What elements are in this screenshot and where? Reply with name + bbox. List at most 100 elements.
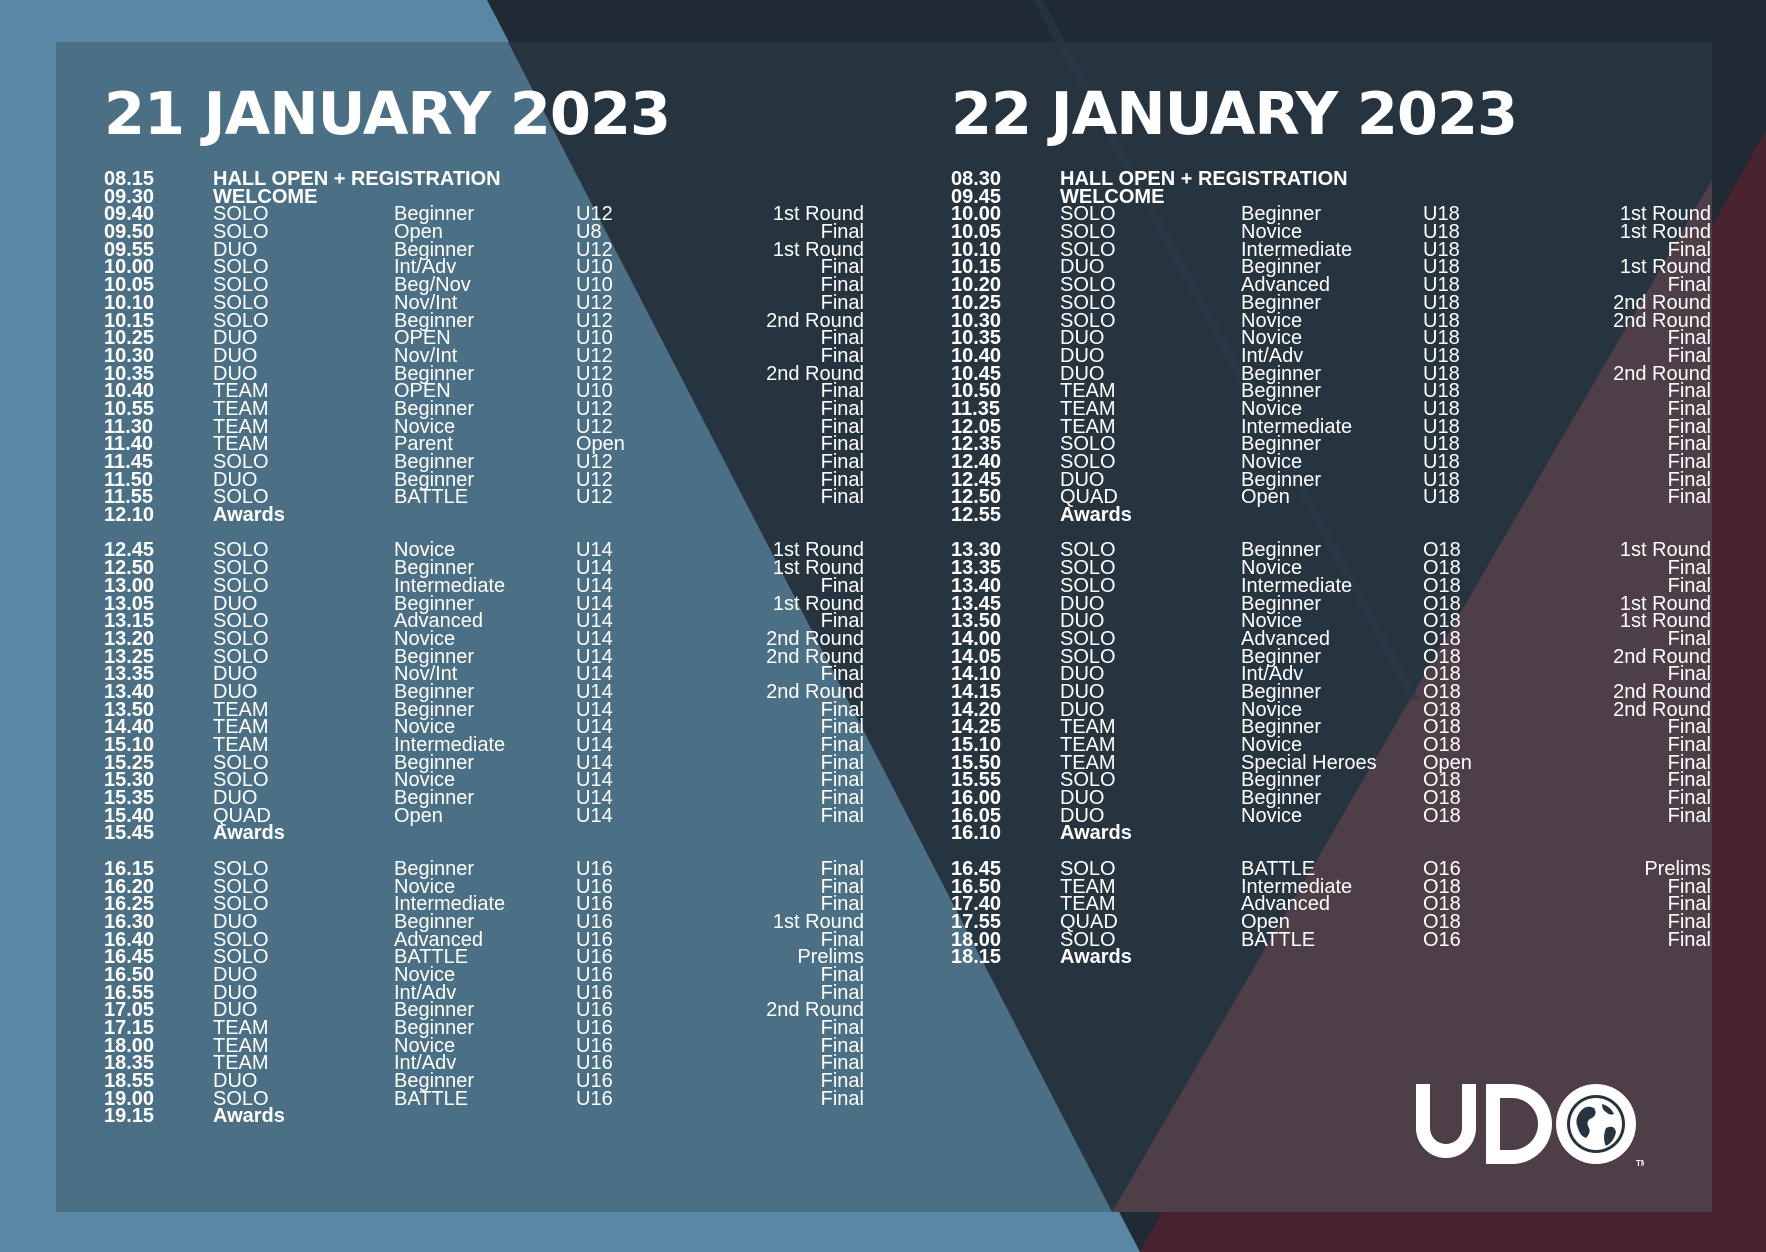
row-time: 13.05 [104, 592, 155, 615]
row-round: Final [820, 486, 864, 509]
row-round: Final [820, 221, 864, 244]
row-time: 15.10 [104, 734, 155, 756]
row-time: 18.00 [104, 1034, 155, 1057]
row-age-group: O18 [1423, 680, 1461, 703]
row-round: Final [1667, 910, 1711, 933]
row-age-group: U18 [1423, 274, 1460, 297]
row-age-group: U12 [576, 238, 613, 261]
row-category: TEAM [1060, 380, 1116, 403]
row-age-group: U14 [576, 734, 613, 756]
row-time: 18.35 [104, 1052, 155, 1075]
row-round: Final [1667, 716, 1711, 739]
row-label: Awards [1060, 946, 1132, 969]
row-age-group: U14 [576, 698, 613, 721]
row-level: Beginner [394, 857, 475, 880]
row-category: SOLO [213, 274, 269, 297]
row-age-group: U14 [576, 769, 613, 792]
row-time: 15.40 [104, 804, 155, 827]
schedule-row: 16.30 DUO Beginner U16 1st Round [104, 910, 864, 933]
row-round: 1st Round [772, 238, 864, 261]
schedule-row: 11.50 DUO Beginner U12 Final [104, 468, 864, 491]
row-level: Beginner [394, 1017, 475, 1039]
row-category: TEAM [213, 397, 269, 420]
schedule-row: 13.20 SOLO Novice U14 2nd Round [104, 627, 864, 650]
row-category: DUO [213, 1070, 258, 1093]
row-level: Parent [394, 433, 453, 456]
row-level: Open [1241, 910, 1290, 933]
schedule-row: 16.40 SOLO Advanced U16 Final [104, 928, 864, 951]
schedule-row: 09.55 DUO Beginner U12 1st Round [104, 238, 864, 261]
row-age-group: U16 [576, 893, 613, 916]
row-age-group: O18 [1423, 627, 1461, 650]
row-level: Novice [1241, 397, 1303, 420]
row-time: 16.40 [104, 928, 155, 951]
row-level: Intermediate [1241, 238, 1353, 261]
row-category: SOLO [213, 857, 269, 880]
row-time: 11.50 [104, 468, 153, 491]
schedule-row: 10.00 SOLO Beginner U18 1st Round [951, 205, 1711, 225]
row-time: 12.40 [951, 451, 1002, 473]
row-age-group: U12 [576, 486, 613, 509]
row-round: 1st Round [772, 592, 864, 615]
row-time: 10.15 [104, 309, 155, 332]
row-category: DUO [213, 963, 258, 986]
row-time: 17.15 [104, 1017, 155, 1039]
row-time: 14.20 [951, 698, 1002, 721]
row-category: QUAD [1060, 910, 1118, 933]
row-round: Final [820, 433, 864, 456]
schedule-row: 09.40 SOLO Beginner U12 1st Round [104, 205, 864, 225]
row-age-group: U16 [576, 1052, 613, 1075]
row-age-group: U18 [1423, 327, 1460, 350]
row-round: 1st Round [1619, 610, 1711, 633]
row-time: 10.10 [104, 291, 155, 314]
row-category: QUAD [213, 804, 271, 827]
row-category: DUO [1060, 804, 1105, 827]
row-round: Final [1667, 928, 1711, 951]
row-level: BATTLE [394, 486, 469, 509]
row-level: Beginner [1241, 380, 1322, 403]
row-category: SOLO [213, 627, 269, 650]
row-time: 11.40 [104, 433, 153, 456]
row-level: Beginner [394, 238, 475, 261]
schedule-row: 08.15 HALL OPEN + REGISTRATION [104, 168, 670, 190]
row-round: 1st Round [772, 203, 864, 226]
row-time: 16.55 [104, 981, 155, 1004]
row-age-group: O18 [1423, 592, 1461, 615]
row-level: Nov/Int [394, 344, 458, 367]
row-round: Final [820, 663, 864, 686]
row-label: HALL OPEN + REGISTRATION [213, 168, 501, 190]
row-level: Beginner [1241, 787, 1322, 810]
row-level: Advanced [1241, 893, 1330, 916]
row-level: Advanced [394, 610, 483, 633]
row-age-group: U14 [576, 804, 613, 827]
row-level: Novice [1241, 698, 1303, 721]
row-round: 2nd Round [1613, 645, 1711, 668]
row-time: 11.35 [951, 397, 1000, 420]
row-round: Final [820, 574, 864, 597]
row-label: Awards [1060, 822, 1132, 845]
row-round: Final [820, 397, 864, 420]
row-level: Intermediate [1241, 574, 1353, 597]
schedule-row: 11.40 TEAM Parent Open Final [104, 433, 864, 456]
row-round: 1st Round [1619, 221, 1711, 244]
row-category: SOLO [213, 574, 269, 597]
schedule-row: 09.50 SOLO Open U8 Final [104, 221, 864, 244]
row-category: QUAD [1060, 486, 1118, 509]
schedule-row: 15.10 TEAM Intermediate U14 Final [104, 734, 864, 756]
row-age-group: U18 [1423, 433, 1460, 456]
row-time: 16.30 [104, 910, 155, 933]
schedule-row: 09.30 WELCOME [104, 187, 670, 207]
row-level: Open [394, 221, 443, 244]
row-level: Intermediate [394, 734, 506, 756]
day-title: 21 JANUARY 2023 [104, 79, 671, 148]
row-level: Beginner [394, 680, 475, 703]
schedule-row: 10.55 TEAM Beginner U12 Final [104, 397, 864, 420]
row-level: Advanced [1241, 627, 1330, 650]
row-category: SOLO [213, 256, 269, 279]
row-level: Advanced [394, 928, 483, 951]
row-age-group: Open [576, 433, 625, 456]
row-round: Final [1667, 787, 1711, 810]
schedule-list: 08.30 HALL OPEN + REGISTRATION 09.45 WELCOM… [951, 169, 1711, 969]
row-round: 1st Round [772, 539, 864, 562]
